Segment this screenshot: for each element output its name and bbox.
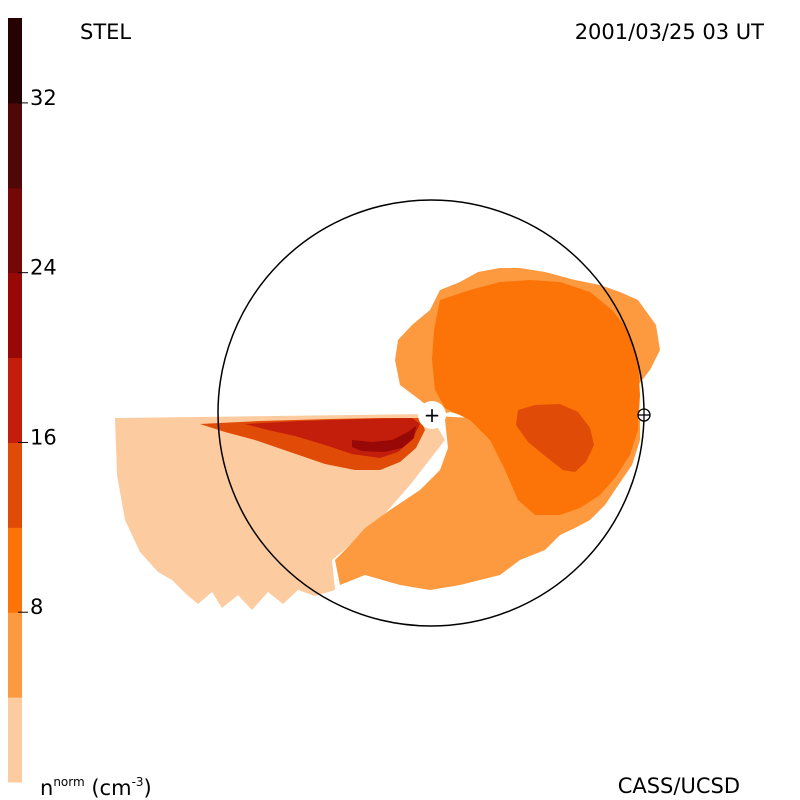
colorbar-tick-label: 24 xyxy=(30,256,57,280)
colorbar-segment xyxy=(8,187,22,274)
density-map xyxy=(115,268,660,610)
colorbar-units-label: nnorm (cm-3) xyxy=(40,776,152,799)
colorbar-segment xyxy=(8,612,22,698)
sun-symbol: + xyxy=(424,403,441,427)
instrument-label: STEL xyxy=(80,20,132,44)
colorbar-segment xyxy=(8,18,22,104)
units-exponent: -3 xyxy=(131,775,144,789)
colorbar-segment xyxy=(8,102,22,189)
colorbar-tick-label: 8 xyxy=(30,595,43,619)
colorbar-segment xyxy=(8,697,22,783)
sun-marker xyxy=(418,401,446,429)
credit-label: CASS/UCSD xyxy=(617,774,740,798)
colorbar-segment xyxy=(8,272,22,359)
units-unit: (cm xyxy=(91,776,132,800)
colorbar-segment xyxy=(8,527,22,613)
colorbar-tick-label: 32 xyxy=(30,86,57,110)
units-symbol: n xyxy=(40,776,54,800)
density-colorbar: 32 24 16 8 xyxy=(8,18,57,783)
units-close: ) xyxy=(143,776,152,800)
earth-marker xyxy=(637,408,651,422)
timestamp-label: 2001/03/25 03 UT xyxy=(574,20,764,44)
density-region-level-4 xyxy=(516,404,594,472)
colorbar-tick-label: 16 xyxy=(30,425,57,449)
colorbar-segment xyxy=(8,442,22,528)
colorbar-segment xyxy=(8,357,22,443)
density-region-level-6 xyxy=(352,426,416,452)
units-superscript: norm xyxy=(53,775,85,789)
